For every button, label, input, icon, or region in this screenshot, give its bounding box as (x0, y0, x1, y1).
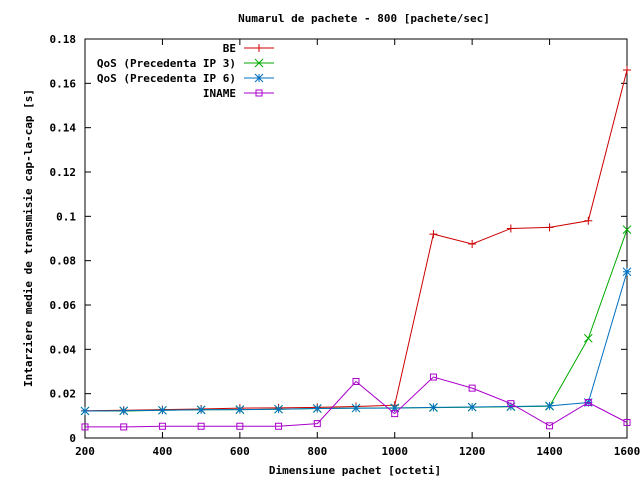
y-tick-label: 0 (69, 432, 76, 445)
data-point (274, 404, 283, 414)
y-tick-label: 0.16 (50, 77, 77, 90)
legend: BE QoS (Precedenta IP 3) QoS (Precedenta I… (97, 42, 274, 100)
data-point (158, 422, 166, 430)
series-line (84, 271, 628, 412)
data-point (429, 230, 438, 239)
data-point (429, 403, 438, 412)
data-point (468, 240, 477, 249)
data-point (467, 402, 477, 412)
data-point (506, 224, 515, 233)
data-point (81, 423, 89, 431)
y-tick-label: 0.12 (50, 166, 77, 179)
data-point (507, 400, 515, 408)
data-point (352, 377, 360, 385)
data-point (545, 223, 554, 232)
x-tick-label: 200 (75, 445, 95, 458)
data-point (197, 422, 205, 430)
data-point (312, 404, 322, 413)
data-point (158, 405, 167, 415)
x-tick-label: 1000 (381, 445, 408, 458)
x-tick-label: 400 (152, 445, 172, 458)
legend-swatch-marker (255, 89, 263, 97)
data-point (545, 401, 554, 411)
y-tick-label: 0.08 (50, 255, 77, 268)
series-line (85, 376, 628, 428)
legend-label: BE (223, 42, 236, 55)
data-point (429, 373, 437, 381)
data-point (546, 422, 554, 430)
data-point (391, 410, 399, 418)
data-point (584, 399, 592, 407)
data-point (80, 406, 90, 416)
series-2 (80, 267, 632, 416)
x-axis-label: Dimensiune pachet [octeti] (269, 464, 441, 477)
chart-title: Numarul de pachete - 800 [pachete/sec] (238, 12, 490, 25)
x-tick-label: 600 (230, 445, 250, 458)
x-tick-label: 1600 (614, 445, 640, 458)
y-tick-label: 0.18 (50, 33, 77, 46)
data-point (119, 406, 129, 416)
data-point (235, 405, 245, 414)
y-axis-label: Intarziere medie de transmisie cap-la-ca… (22, 89, 35, 387)
x-tick-label: 1200 (459, 445, 486, 458)
legend-label: QoS (Precedenta IP 6) (97, 72, 236, 85)
data-point (196, 405, 206, 415)
x-tick-label: 800 (307, 445, 327, 458)
series-line (85, 229, 628, 412)
data-point (622, 225, 632, 234)
legend-label: INAME (203, 87, 236, 100)
y-tick-label: 0.02 (50, 388, 77, 401)
series-3 (81, 373, 631, 431)
x-tick-label: 1400 (536, 445, 563, 458)
data-point (351, 403, 361, 413)
data-point (390, 403, 400, 413)
series-layer (80, 66, 632, 431)
legend-swatch-marker (254, 58, 264, 68)
data-point (236, 422, 244, 430)
axes: 200 400 600 800 1000 1200 1400 1600 0 0.02 0.04 0.0… (50, 33, 640, 458)
data-point (313, 420, 321, 428)
data-point (468, 384, 476, 392)
series-1 (80, 225, 632, 416)
data-point (583, 333, 593, 343)
legend-swatch-marker (255, 44, 263, 52)
y-tick-label: 0.06 (50, 299, 77, 312)
plot-frame (84, 38, 628, 439)
data-point (584, 216, 593, 225)
series-line (84, 69, 628, 412)
y-tick-label: 0.04 (50, 343, 77, 356)
y-tick-label: 0.1 (56, 210, 76, 223)
y-tick-label: 0.14 (50, 122, 77, 135)
data-point (622, 267, 632, 277)
legend-label: QoS (Precedenta IP 3) (97, 57, 236, 70)
series-0 (81, 66, 631, 415)
legend-swatch-marker (254, 73, 264, 83)
data-point (120, 423, 128, 431)
data-point (275, 422, 283, 430)
data-point (623, 66, 631, 75)
data-point (623, 418, 631, 426)
